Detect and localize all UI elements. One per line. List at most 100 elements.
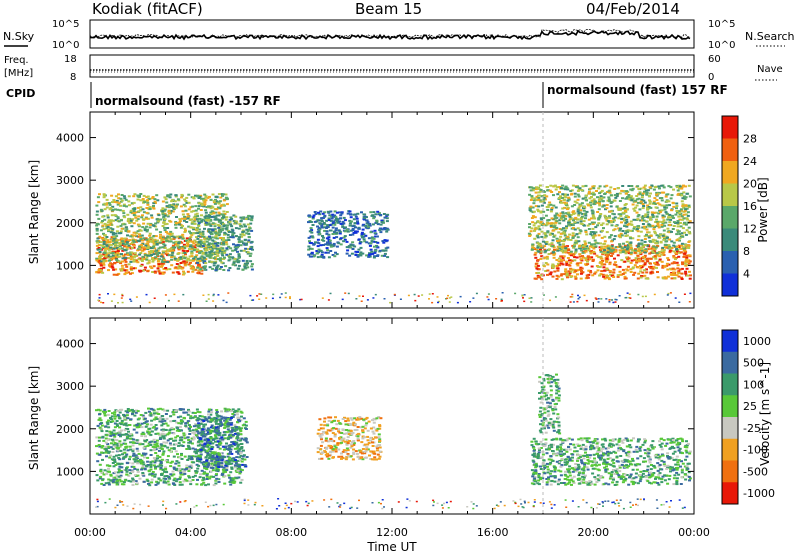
range-gate-cell-3	[359, 251, 363, 254]
range-gate-cell-0	[217, 478, 221, 481]
range-gate-cell-2	[235, 258, 239, 261]
range-gate-cell-5	[547, 243, 551, 246]
range-gate-cell-1	[207, 205, 211, 208]
range-gate-cell-4	[593, 252, 597, 255]
range-gate-cell-4	[618, 270, 622, 273]
range-gate-cell-5	[679, 194, 683, 196]
range-gate-cell-3	[386, 256, 390, 259]
noise-cell	[624, 297, 627, 299]
range-gate-cell-0	[192, 268, 196, 271]
range-gate-cell-0	[134, 240, 138, 243]
range-gate-cell-1	[208, 248, 212, 251]
noise-cell	[417, 295, 420, 297]
range-gate-cell-5	[655, 240, 659, 243]
range-gate-cell-1	[212, 212, 216, 215]
range-gate-cell-5	[607, 196, 611, 199]
range-gate-cell-4	[602, 275, 606, 278]
range-gate-cell-1	[203, 227, 206, 230]
range-gate-cell-3	[373, 251, 377, 254]
range-gate-cell-5	[597, 218, 601, 221]
range-gate-cell-2	[204, 221, 208, 224]
range-gate-cell-1	[136, 195, 140, 198]
range-gate-cell-3	[338, 217, 342, 220]
range-gate-cell-0	[185, 237, 189, 240]
range-gate-cell-4	[606, 249, 610, 252]
range-gate-cell-5	[622, 190, 626, 192]
range-gate-cell-0	[158, 407, 162, 410]
range-gate-cell-4	[627, 252, 631, 255]
range-gate-cell-0	[120, 433, 124, 436]
range-gate-cell-2	[246, 248, 250, 251]
range-gate-cell-5	[600, 189, 604, 192]
range-gate-cell-4	[633, 271, 637, 274]
range-gate-cell-5	[590, 234, 594, 237]
range-gate-cell-1	[224, 193, 228, 196]
range-gate-cell-4	[632, 273, 636, 276]
range-gate-cell-4	[641, 271, 645, 274]
range-gate-cell-5	[627, 216, 630, 219]
range-gate-cell-0	[166, 424, 170, 427]
range-gate-cell-1	[222, 199, 226, 202]
range-gate-cell-5	[618, 245, 622, 248]
noise-cell	[445, 298, 447, 300]
range-gate-cell-3	[331, 245, 335, 248]
range-gate-cell-5	[563, 250, 567, 253]
noise-cell	[428, 293, 431, 295]
noise-cell	[459, 295, 462, 298]
range-gate-cell-3	[360, 233, 364, 236]
range-gate-cell-3	[343, 219, 347, 222]
range-gate-cell-0	[109, 454, 112, 457]
range-gate-cell-5	[680, 200, 684, 203]
range-gate-cell-5	[609, 248, 612, 251]
range-gate-cell-0	[189, 483, 193, 486]
range-gate-cell-5	[672, 241, 676, 244]
range-gate-cell-4	[603, 277, 607, 280]
range-gate-cell-0	[149, 412, 153, 415]
range-gate-cell-4	[533, 253, 537, 256]
range-gate-cell-1	[213, 202, 217, 205]
range-gate-cell-1	[119, 197, 123, 200]
range-gate-cell-5	[572, 246, 575, 249]
range-gate-cell-0	[205, 474, 209, 477]
range-gate-cell-0	[140, 263, 144, 266]
range-gate-cell-4	[566, 257, 570, 259]
range-gate-cell-5	[549, 226, 553, 228]
range-gate-cell-2	[232, 261, 236, 264]
range-gate-cell-0	[153, 473, 157, 476]
range-gate-cell-1	[166, 227, 170, 229]
range-gate-cell-1	[167, 209, 171, 212]
range-gate-cell-5	[584, 212, 588, 215]
range-gate-cell-3	[330, 215, 334, 218]
range-gate-cell-2	[237, 253, 241, 256]
range-gate-cell-1	[116, 252, 120, 254]
range-gate-cell-5	[655, 193, 659, 196]
range-gate-cell-3	[331, 215, 335, 218]
range-gate-cell-5	[620, 234, 624, 237]
range-gate-cell-5	[596, 211, 600, 213]
range-gate-cell-3	[321, 212, 325, 215]
range-gate-cell-5	[629, 251, 633, 254]
range-gate-cell-2	[244, 247, 248, 250]
range-gate-cell-3	[310, 251, 314, 254]
range-gate-cell-5	[668, 224, 672, 226]
range-gate-cell-0	[135, 447, 139, 450]
range-gate-cell-1	[158, 258, 162, 261]
range-gate-cell-1	[109, 220, 112, 223]
range-gate-cell-5	[569, 250, 573, 253]
range-gate-cell-4	[638, 258, 641, 261]
range-gate-cell-5	[560, 228, 564, 231]
range-gate-cell-5	[567, 221, 570, 224]
range-gate-cell-3	[317, 242, 321, 245]
range-gate-cell-5	[652, 211, 656, 214]
range-gate-cell-5	[545, 221, 549, 224]
range-gate-cell-3	[383, 239, 387, 242]
range-gate-cell-0	[208, 477, 212, 480]
range-gate-cell-4	[684, 272, 688, 275]
range-gate-cell-1	[161, 207, 165, 210]
range-gate-cell-0	[130, 465, 134, 468]
range-gate-cell-0	[185, 259, 189, 262]
range-gate-cell-0	[116, 425, 119, 427]
range-gate-cell-5	[596, 196, 599, 199]
range-gate-cell-5	[617, 209, 621, 211]
range-gate-cell-3	[310, 247, 314, 250]
